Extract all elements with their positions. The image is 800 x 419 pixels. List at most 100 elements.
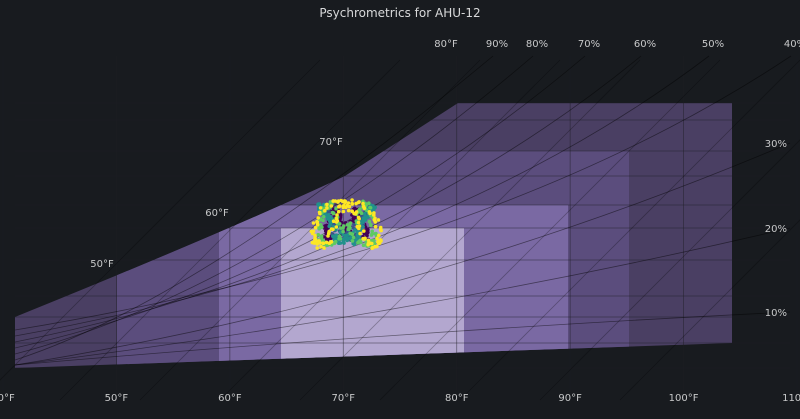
data-point [368, 205, 372, 210]
rh-curve [14, 55, 792, 331]
rh-curve [14, 55, 494, 361]
data-point [361, 243, 366, 248]
data-point [377, 233, 381, 238]
data-point [336, 200, 340, 204]
data-point [346, 201, 351, 205]
data-point [317, 210, 322, 215]
data-point [329, 204, 334, 208]
data-point [338, 241, 343, 245]
rh-curve [14, 55, 534, 355]
data-point [365, 234, 369, 238]
data-point [321, 215, 326, 219]
data-point [325, 243, 329, 247]
data-point [354, 201, 358, 206]
comfort-zone-core [281, 228, 464, 362]
data-point [367, 219, 372, 224]
data-point [341, 209, 346, 214]
data-point [374, 231, 378, 236]
data-point [353, 228, 357, 232]
data-point [316, 233, 321, 237]
data-point [331, 219, 336, 223]
data-point [324, 240, 329, 245]
data-point [350, 239, 355, 243]
data-point [366, 238, 371, 243]
data-point [357, 226, 361, 231]
data-point [334, 220, 339, 224]
x-tick-label: 70°F [332, 393, 356, 404]
data-point [372, 241, 377, 246]
data-point [331, 224, 336, 229]
x-tick-label: 40°F [0, 393, 15, 404]
comfort-zone-1 [281, 228, 464, 362]
wet-bulb-line [539, 139, 800, 401]
data-point [341, 226, 345, 230]
data-point [362, 212, 367, 216]
data-point [352, 222, 356, 227]
data-point [373, 224, 378, 229]
rh-curve [14, 142, 791, 366]
data-point [334, 225, 339, 229]
rh-label-top: 40% [784, 39, 800, 50]
data-point [338, 230, 343, 235]
data-point [327, 224, 332, 229]
wet-bulb-line [0, 59, 321, 381]
x-tick-label: 50°F [105, 393, 129, 404]
rh-curve [14, 311, 791, 366]
data-point [317, 239, 321, 243]
data-point [351, 241, 356, 246]
data-point [378, 227, 383, 232]
data-point [370, 241, 374, 246]
wet-bulb-line [459, 59, 800, 401]
wet-bulb-line [59, 59, 401, 401]
x-tick-label: 90°F [558, 393, 582, 404]
wet-bulb-line [379, 59, 721, 401]
rh-label-top: 50% [702, 39, 724, 50]
data-point [313, 233, 317, 238]
data-point [328, 214, 333, 219]
data-point [356, 240, 360, 245]
data-point [337, 205, 341, 209]
x-tick-label: 110°F [782, 393, 800, 404]
rh-curve [14, 227, 791, 366]
data-point [334, 206, 338, 211]
data-point [310, 240, 315, 245]
data-point [345, 203, 350, 208]
rh-label-right: 20% [765, 224, 787, 235]
data-point [350, 198, 354, 202]
data-point [366, 230, 370, 235]
data-point [350, 201, 354, 206]
x-tick-label: 80°F [445, 393, 469, 404]
rh-label-right: 30% [765, 139, 787, 150]
data-point [373, 244, 377, 249]
data-point [341, 204, 346, 208]
data-point [323, 229, 328, 233]
data-point [343, 201, 347, 205]
scatter-series-4 [309, 198, 383, 250]
data-point [334, 227, 338, 232]
data-point [333, 239, 338, 244]
rh-label-top: 70% [578, 39, 600, 50]
data-point [327, 241, 332, 245]
data-point [345, 238, 349, 243]
data-point [320, 225, 324, 230]
data-point [322, 246, 326, 250]
x-tick-label: 100°F [669, 393, 699, 404]
data-point [311, 221, 316, 225]
data-point [372, 211, 376, 215]
data-point [342, 241, 346, 245]
data-point [325, 206, 329, 210]
dew-point-label: 70°F [319, 137, 343, 148]
data-point [335, 213, 339, 217]
data-point [313, 236, 317, 240]
rh-label-top: 60% [634, 39, 656, 50]
data-point [353, 212, 358, 216]
data-point [361, 216, 366, 220]
data-point [376, 218, 381, 222]
wet-bulb-line [219, 59, 561, 401]
x-tick-label: 60°F [218, 393, 242, 404]
data-point [357, 217, 362, 221]
data-point [370, 229, 375, 234]
data-point [367, 210, 372, 214]
data-point [358, 231, 362, 236]
data-point [379, 239, 383, 243]
